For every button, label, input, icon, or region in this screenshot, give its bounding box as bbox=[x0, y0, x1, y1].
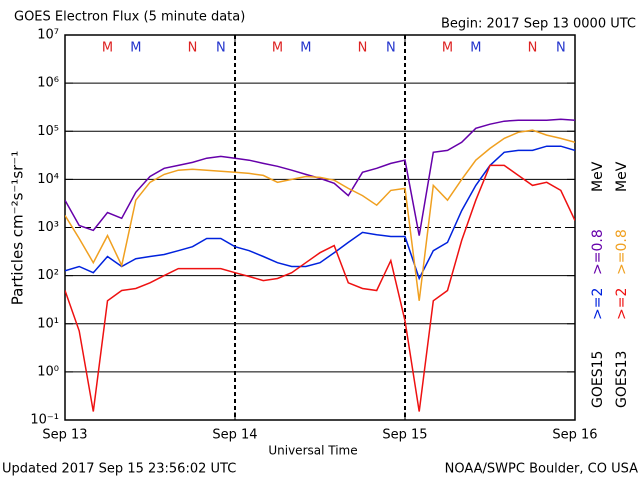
y-tick-label: 10⁻¹ bbox=[30, 413, 59, 428]
x-axis-label: Universal Time bbox=[268, 444, 357, 458]
marker-label: N bbox=[386, 41, 396, 56]
marker-label: N bbox=[528, 41, 538, 56]
x-tick-label: Sep 15 bbox=[382, 428, 427, 443]
series-line bbox=[65, 118, 575, 236]
marker-label: N bbox=[188, 41, 198, 56]
marker-label: M bbox=[442, 41, 453, 56]
legend-group-label: GOES13 bbox=[614, 351, 630, 408]
series-group bbox=[65, 129, 575, 301]
legend-group-label: GOES15 bbox=[590, 351, 606, 408]
footer-left: Updated 2017 Sep 15 23:56:02 UTC bbox=[2, 462, 236, 477]
series-group bbox=[65, 118, 575, 236]
y-tick-label: 10³ bbox=[37, 220, 59, 235]
x-tick-label: Sep 16 bbox=[552, 428, 597, 443]
y-tick-label: 10⁴ bbox=[37, 172, 59, 187]
chart-title: GOES Electron Flux (5 minute data) bbox=[14, 10, 245, 25]
plot-frame bbox=[64, 34, 576, 421]
y-tick-label: 10² bbox=[37, 268, 59, 283]
marker-label: N bbox=[216, 41, 226, 56]
x-tick-label: Sep 13 bbox=[42, 428, 87, 443]
legend-entry: >=2 bbox=[590, 288, 606, 320]
footer-right: NOAA/SWPC Boulder, CO USA bbox=[445, 462, 638, 477]
y-tick-label: 10⁶ bbox=[37, 76, 59, 91]
marker-label: N bbox=[358, 41, 368, 56]
y-tick-label: 10⁰ bbox=[37, 364, 59, 379]
legend-entry: >=0.8 bbox=[590, 229, 606, 275]
y-axis-label: Particles cm⁻²s⁻¹sr⁻¹ bbox=[9, 151, 27, 305]
series-line bbox=[65, 129, 575, 301]
legend-unit: MeV bbox=[590, 161, 606, 192]
marker-label: M bbox=[130, 41, 141, 56]
marker-label: M bbox=[300, 41, 311, 56]
marker-label: M bbox=[272, 41, 283, 56]
y-tick-label: 10⁷ bbox=[37, 28, 59, 43]
y-tick-label: 10⁵ bbox=[37, 124, 59, 139]
y-tick-label: 10¹ bbox=[37, 316, 59, 331]
marker-label: M bbox=[102, 41, 113, 56]
legend-unit: MeV bbox=[614, 161, 630, 192]
legend-entry: >=0.8 bbox=[614, 229, 630, 275]
legend-entry: >=2 bbox=[614, 288, 630, 320]
x-tick-label: Sep 14 bbox=[212, 428, 257, 443]
chart-subtitle: Begin: 2017 Sep 13 0000 UTC bbox=[441, 17, 636, 32]
marker-label: N bbox=[556, 41, 566, 56]
series-group bbox=[65, 164, 575, 412]
marker-label: M bbox=[470, 41, 481, 56]
series-line bbox=[65, 164, 575, 412]
